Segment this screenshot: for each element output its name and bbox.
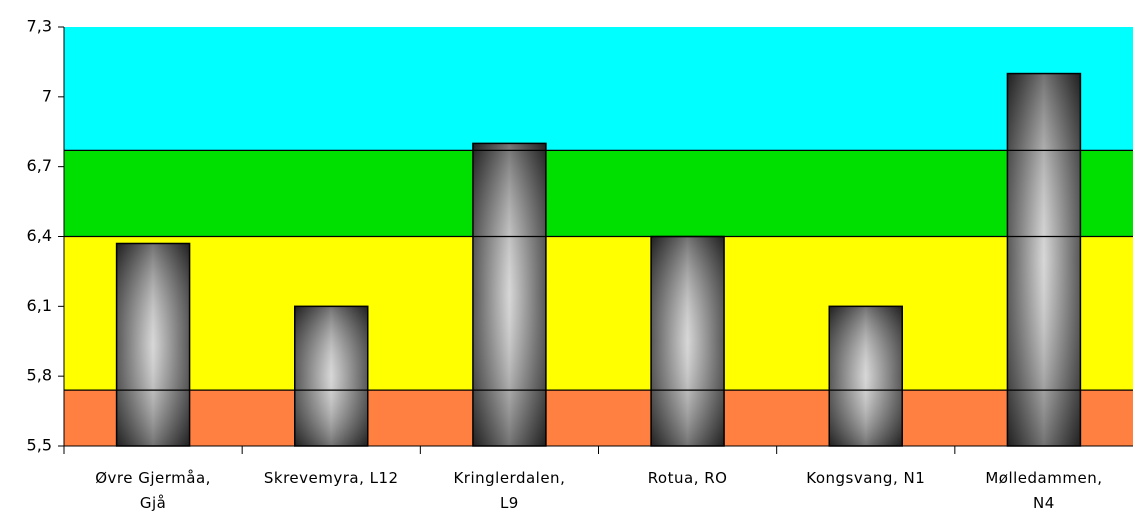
y-tick-label: 5,5 [27, 436, 52, 455]
band [64, 150, 1133, 237]
x-tick-label: Øvre Gjermåa, Gjå [95, 469, 211, 512]
y-tick-label: 5,8 [27, 366, 52, 385]
y-tick-label: 7 [42, 86, 52, 105]
x-tick-label: Mølledammen, N4 [985, 469, 1103, 512]
bar-shade [115, 242, 191, 447]
band [64, 236, 1133, 391]
x-tick-label: Kongsvang, N1 [806, 469, 926, 487]
bar-shade [828, 305, 903, 447]
x-tick-label: Rotua, RO [647, 469, 728, 487]
bar-shade [472, 142, 547, 447]
x-tick-label: Skrevemyra, L12 [263, 469, 399, 487]
y-tick-label: 6,4 [27, 226, 52, 245]
band [64, 390, 1133, 446]
bar-shade [650, 235, 725, 447]
band [64, 27, 1133, 151]
x-tick-label: Kringlerdalen, L9 [453, 469, 566, 512]
y-tick-label: 6,7 [27, 156, 52, 175]
y-tick-label: 7,3 [27, 17, 52, 36]
y-tick-label: 6,1 [27, 296, 52, 315]
bar-shade [1006, 72, 1082, 447]
bar-shade [294, 305, 369, 447]
